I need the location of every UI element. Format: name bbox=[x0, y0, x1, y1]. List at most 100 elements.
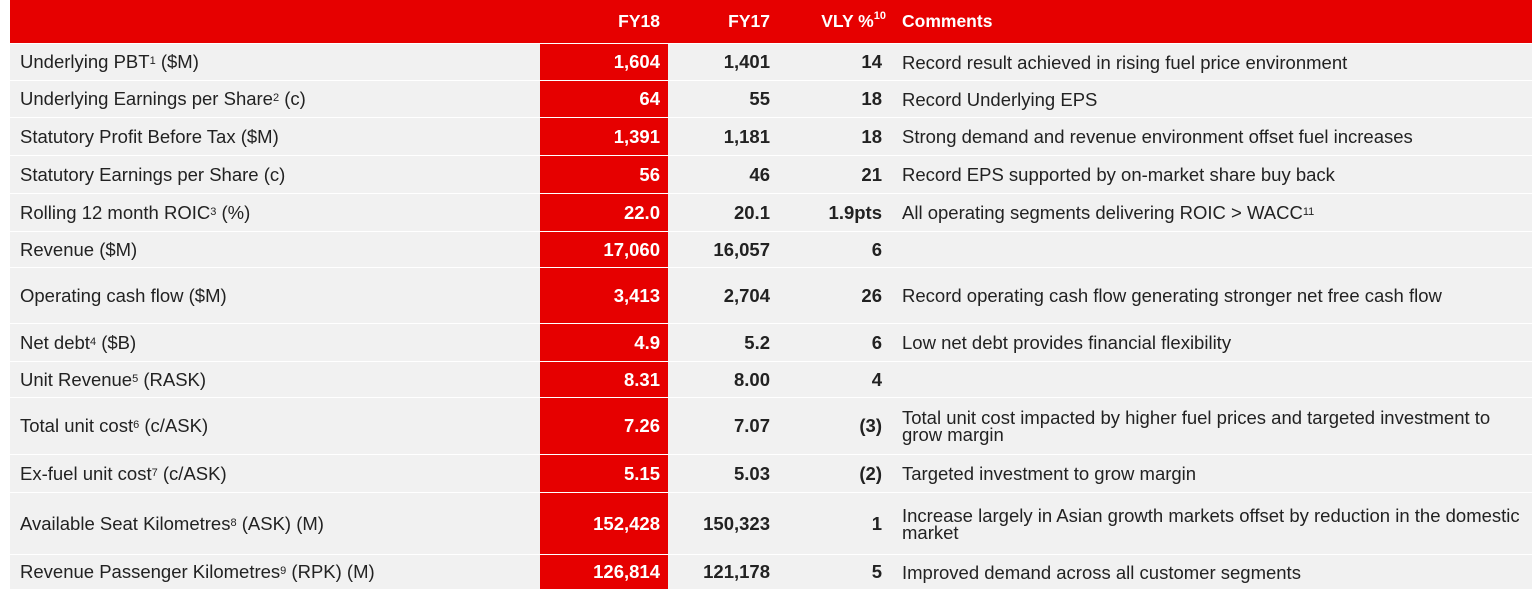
row-label-text: Total unit cost bbox=[20, 415, 134, 436]
fy18-value: 126,814 bbox=[540, 555, 668, 589]
fy17-value: 16,057 bbox=[713, 238, 770, 260]
vly-value: 6 bbox=[871, 238, 882, 260]
vly-value: 1.9pts bbox=[828, 201, 882, 223]
vly-value: 26 bbox=[861, 284, 882, 306]
row-comment: Record result achieved in rising fuel pr… bbox=[902, 44, 1522, 80]
vly-value: 18 bbox=[861, 88, 882, 109]
fy17-value: 55 bbox=[749, 88, 770, 109]
table-row: Rolling 12 month ROIC 3 (%) 22.0 20.1 1.9pts… bbox=[10, 194, 1532, 231]
vly-value: 5 bbox=[871, 561, 882, 582]
fy18-value: 152,428 bbox=[540, 493, 668, 554]
table-row: Revenue Passenger Kilometres 9 (RPK) (M) 1… bbox=[10, 555, 1532, 589]
row-comment-text: Low net debt provides financial flexibil… bbox=[902, 332, 1232, 353]
row-label-text: Statutory Earnings per Share (c) bbox=[20, 163, 286, 185]
row-comment-text: Record operating cash flow generating st… bbox=[902, 285, 1442, 306]
row-label: Underlying Earnings per Share 2 (c) bbox=[20, 88, 306, 109]
row-label-text: Ex-fuel unit cost bbox=[20, 462, 152, 484]
header-fy18: FY18 bbox=[618, 11, 660, 31]
row-label: Available Seat Kilometres 8 (ASK) (M) bbox=[20, 512, 324, 534]
row-comment: Increase largely in Asian growth markets… bbox=[902, 493, 1522, 554]
fy18-value: 8.31 bbox=[540, 362, 668, 397]
row-comment: Improved demand across all customer segm… bbox=[902, 555, 1522, 589]
fy18-value: 4.9 bbox=[540, 324, 668, 361]
row-label-text: Net debt bbox=[20, 331, 90, 353]
fy18-value: 56 bbox=[540, 156, 668, 193]
row-comment-text: Improved demand across all customer segm… bbox=[902, 561, 1301, 583]
row-label-text: Underlying PBT bbox=[20, 51, 150, 72]
table-row: Revenue ($M) 17,060 16,057 6 bbox=[10, 232, 1532, 267]
row-comment: Total unit cost impacted by higher fuel … bbox=[902, 398, 1522, 454]
vly-value: (3) bbox=[859, 415, 882, 436]
row-label-unit: (RASK) bbox=[138, 368, 207, 390]
row-comment-text: Total unit cost impacted by higher fuel … bbox=[902, 407, 1491, 445]
row-comment-text: Record result achieved in rising fuel pr… bbox=[902, 51, 1348, 73]
row-label-unit: ($M) bbox=[155, 51, 199, 72]
table-row: Total unit cost 6 (c/ASK) 7.26 7.07 (3) Total… bbox=[10, 398, 1532, 454]
table-row: Operating cash flow ($M) 3,413 2,704 26 Reco… bbox=[10, 268, 1532, 323]
row-comment: All operating segments delivering ROIC >… bbox=[902, 202, 1315, 223]
fy17-value: 7.07 bbox=[733, 415, 770, 436]
fy17-value: 5.03 bbox=[733, 462, 770, 484]
fy18-value: 22.0 bbox=[540, 194, 668, 231]
row-label: Net debt 4 ($B) bbox=[20, 331, 137, 353]
row-comment-text: Targeted investment to grow margin bbox=[902, 463, 1197, 484]
row-label: Revenue ($M) bbox=[20, 232, 540, 267]
row-label: Total unit cost 6 (c/ASK) bbox=[20, 415, 209, 436]
fy17-value: 8.00 bbox=[733, 368, 770, 390]
row-comment: Record EPS supported by on-market share … bbox=[902, 156, 1522, 193]
row-comment-text: Record Underlying EPS bbox=[902, 88, 1098, 110]
row-comment bbox=[902, 232, 1522, 267]
fy18-value: 1,391 bbox=[540, 118, 668, 155]
row-label: Rolling 12 month ROIC 3 (%) bbox=[20, 201, 251, 223]
row-comment: Record operating cash flow generating st… bbox=[902, 268, 1522, 323]
fy17-value: 20.1 bbox=[733, 201, 770, 223]
row-label-unit: (RPK) (M) bbox=[286, 561, 375, 582]
row-label-unit: (ASK) (M) bbox=[236, 512, 324, 534]
row-comment-text: Increase largely in Asian growth markets… bbox=[902, 504, 1520, 543]
vly-value: 14 bbox=[861, 51, 882, 72]
row-label: Revenue Passenger Kilometres 9 (RPK) (M) bbox=[20, 561, 375, 582]
row-label-text: Revenue ($M) bbox=[20, 238, 138, 260]
fy18-value: 7.26 bbox=[540, 398, 668, 454]
fy17-value: 1,181 bbox=[723, 125, 770, 147]
row-comment bbox=[902, 362, 1522, 397]
fy18-value: 17,060 bbox=[540, 232, 668, 267]
row-label: Statutory Profit Before Tax ($M) bbox=[20, 118, 540, 155]
row-comment: Targeted investment to grow margin bbox=[902, 455, 1522, 492]
fy17-value: 46 bbox=[749, 163, 770, 185]
row-label-text: Underlying Earnings per Share bbox=[20, 88, 273, 109]
table-row: Net debt 4 ($B) 4.9 5.2 6 Low net debt provid… bbox=[10, 324, 1532, 361]
fy17-value: 150,323 bbox=[703, 512, 770, 534]
header-fy17: FY17 bbox=[728, 11, 770, 31]
row-label-unit: (%) bbox=[216, 201, 251, 223]
row-label-text: Unit Revenue bbox=[20, 368, 133, 390]
fy18-value: 64 bbox=[540, 81, 668, 117]
vly-value: (2) bbox=[859, 462, 882, 484]
row-label-text: Operating cash flow ($M) bbox=[20, 284, 227, 306]
row-comment: Low net debt provides financial flexibil… bbox=[902, 324, 1522, 361]
row-comment-text: Strong demand and revenue environment of… bbox=[902, 126, 1413, 147]
vly-value: 18 bbox=[861, 125, 882, 147]
row-label: Unit Revenue 5 (RASK) bbox=[20, 368, 207, 390]
row-label-text: Rolling 12 month ROIC bbox=[20, 201, 211, 223]
row-comment: Strong demand and revenue environment of… bbox=[902, 118, 1522, 155]
table-row: Statutory Profit Before Tax ($M) 1,391 1,1… bbox=[10, 118, 1532, 155]
row-comment-text: Record EPS supported by on-market share … bbox=[902, 164, 1335, 185]
table-header: FY18 FY17 VLY %10 Comments bbox=[10, 0, 1532, 43]
table-row: Statutory Earnings per Share (c) 56 46 21 Re… bbox=[10, 156, 1532, 193]
fy18-value: 1,604 bbox=[540, 44, 668, 80]
row-comment: Record Underlying EPS bbox=[902, 81, 1522, 117]
fy18-value: 5.15 bbox=[540, 455, 668, 492]
table-row: Unit Revenue 5 (RASK) 8.31 8.00 4 bbox=[10, 362, 1532, 397]
row-label-unit: (c/ASK) bbox=[139, 415, 209, 436]
row-label: Underlying PBT 1 ($M) bbox=[20, 51, 199, 72]
fy17-value: 2,704 bbox=[723, 284, 770, 306]
header-vly-footnote: 10 bbox=[873, 10, 886, 23]
row-comment-text: All operating segments delivering ROIC >… bbox=[902, 202, 1303, 223]
vly-value: 4 bbox=[871, 368, 882, 390]
vly-value: 21 bbox=[861, 163, 882, 185]
header-vly: VLY %10 bbox=[796, 0, 886, 43]
table-row: Ex-fuel unit cost 7 (c/ASK) 5.15 5.03 (2) Tar… bbox=[10, 455, 1532, 492]
row-label: Operating cash flow ($M) bbox=[20, 268, 540, 323]
